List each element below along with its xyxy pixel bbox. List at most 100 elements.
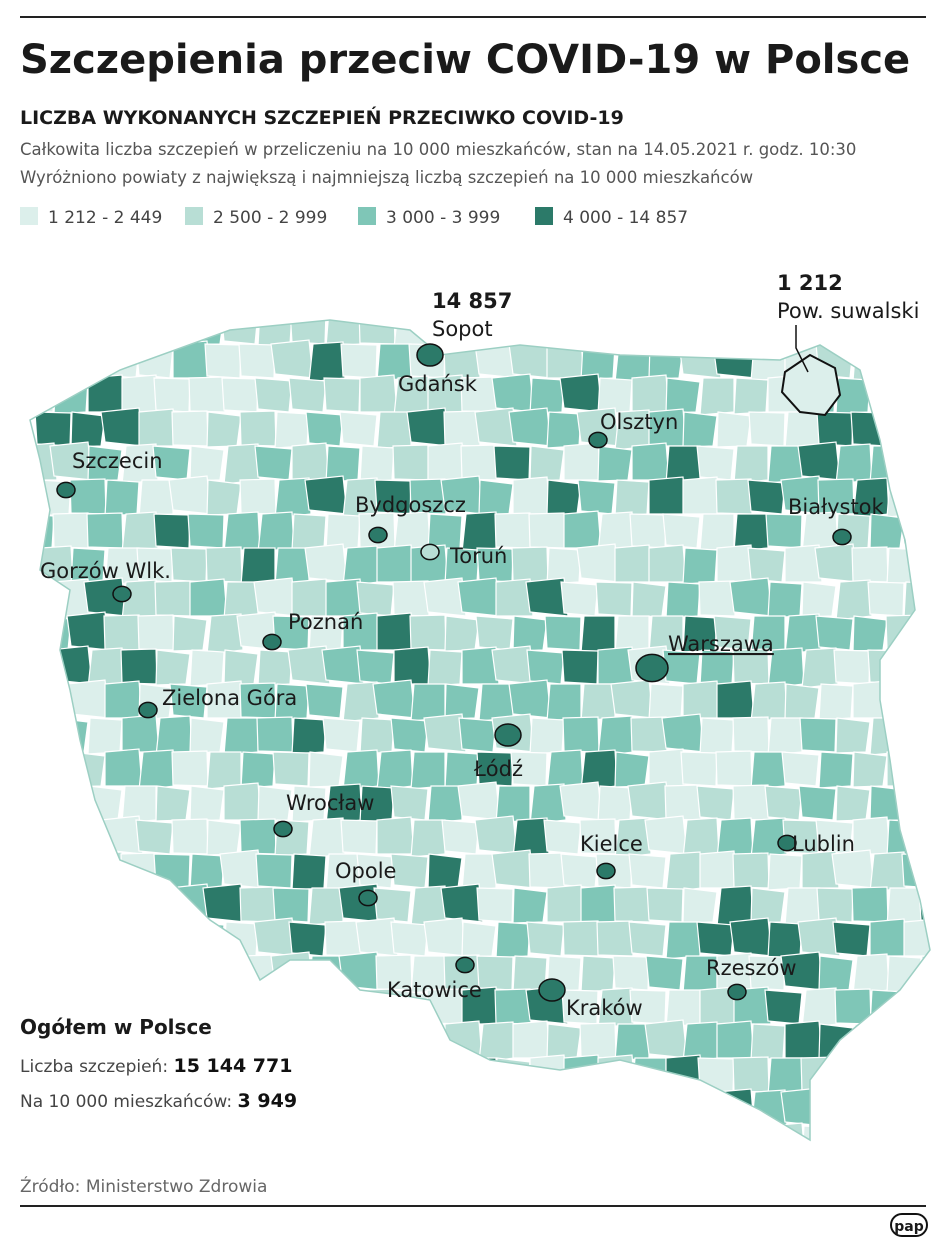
district [168,475,212,515]
district [407,1156,449,1194]
district [288,377,327,413]
district [189,1122,228,1140]
city-district [56,481,76,499]
district [577,479,616,515]
district [852,1023,888,1061]
district [596,920,634,957]
district [32,815,76,855]
district [189,320,225,346]
district [731,320,769,345]
district [478,1091,514,1130]
district [814,543,858,583]
district [919,614,930,651]
district [784,411,820,450]
district [543,819,582,855]
district [376,411,412,450]
district [852,1088,891,1127]
district [240,751,276,789]
district [393,646,432,685]
district [36,952,75,991]
district [342,749,380,791]
district [478,1021,516,1063]
city-district [588,431,608,449]
district [785,1160,819,1195]
district [305,411,344,447]
district [444,683,480,720]
summary-value: 15 144 771 [173,1055,292,1077]
district [733,513,769,552]
district [682,476,721,515]
district [189,649,225,687]
district [767,1122,806,1140]
district [715,478,753,515]
district [423,713,467,753]
city-label: Kielce [580,832,643,856]
district [801,850,840,889]
legend-label: 2 500 - 2 999 [213,208,327,228]
district [835,579,873,621]
district [903,445,930,483]
district [818,955,854,992]
district [87,374,126,413]
district [359,1055,397,1097]
district [699,377,735,416]
district [886,1088,925,1127]
district [240,547,276,586]
district [732,716,770,753]
district [254,377,293,413]
district [69,478,107,515]
district [559,373,603,413]
district [512,1091,548,1130]
suwalski-district [780,353,842,417]
district [137,614,175,651]
district [34,411,72,447]
district [696,921,735,957]
district [491,373,535,413]
district [918,1023,930,1059]
district [339,411,378,447]
district [427,785,463,824]
district [410,751,446,790]
summary-label: Na 10 000 mieszkańców: [20,1092,232,1112]
district [561,649,599,685]
district [614,544,653,583]
district [257,987,295,1029]
district [372,679,416,719]
district [716,1020,755,1059]
district [580,955,616,993]
district [938,919,946,956]
district [323,1057,361,1093]
district [359,717,395,755]
city-label: Zielona Góra [162,686,297,710]
district [121,714,160,753]
district [612,955,650,991]
district [104,680,143,719]
district [155,649,191,686]
district [291,442,330,481]
city-labels: Gdańsk Olsztyn Szczecin Bydgoszcz Białystok T… [40,372,885,1020]
district [154,1124,192,1140]
district [257,320,293,347]
district [901,853,930,889]
district [322,717,361,753]
district [274,683,310,721]
district [867,377,905,413]
district [171,750,209,787]
district [495,320,531,346]
district [715,750,753,787]
district [662,513,701,549]
district [408,1023,446,1059]
district [784,1020,823,1059]
district [648,748,687,787]
district [223,921,259,959]
district [716,1159,752,1194]
district [67,819,106,855]
district [30,918,58,957]
district [784,613,822,655]
district [270,339,314,379]
district [189,445,225,482]
district [903,1122,930,1140]
leader-line [795,325,809,373]
district [546,547,582,585]
